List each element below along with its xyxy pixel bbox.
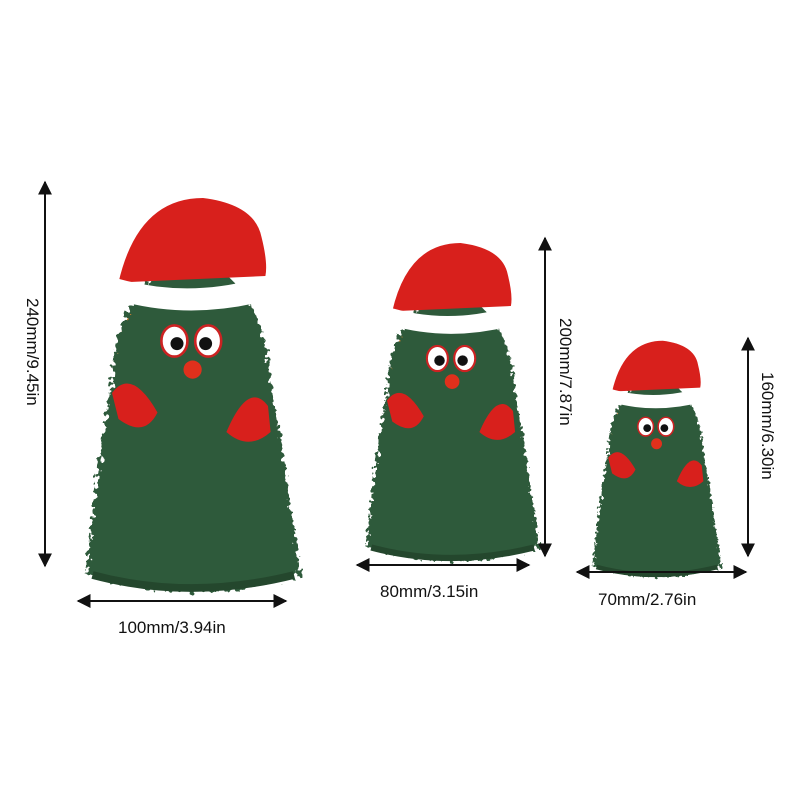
medium-width-label: 80mm/3.15in <box>380 582 479 601</box>
small-tree-plush <box>593 341 722 577</box>
large-tree-plush <box>86 198 301 591</box>
large-width-label: 100mm/3.94in <box>118 618 226 637</box>
small-height-label: 160mm/6.30in <box>758 372 777 480</box>
small-width-label: 70mm/2.76in <box>598 590 697 609</box>
large-height-label: 240mm/9.45in <box>23 298 42 406</box>
medium-height-label: 200mm/7.87in <box>556 318 575 426</box>
medium-tree-plush <box>366 243 539 561</box>
